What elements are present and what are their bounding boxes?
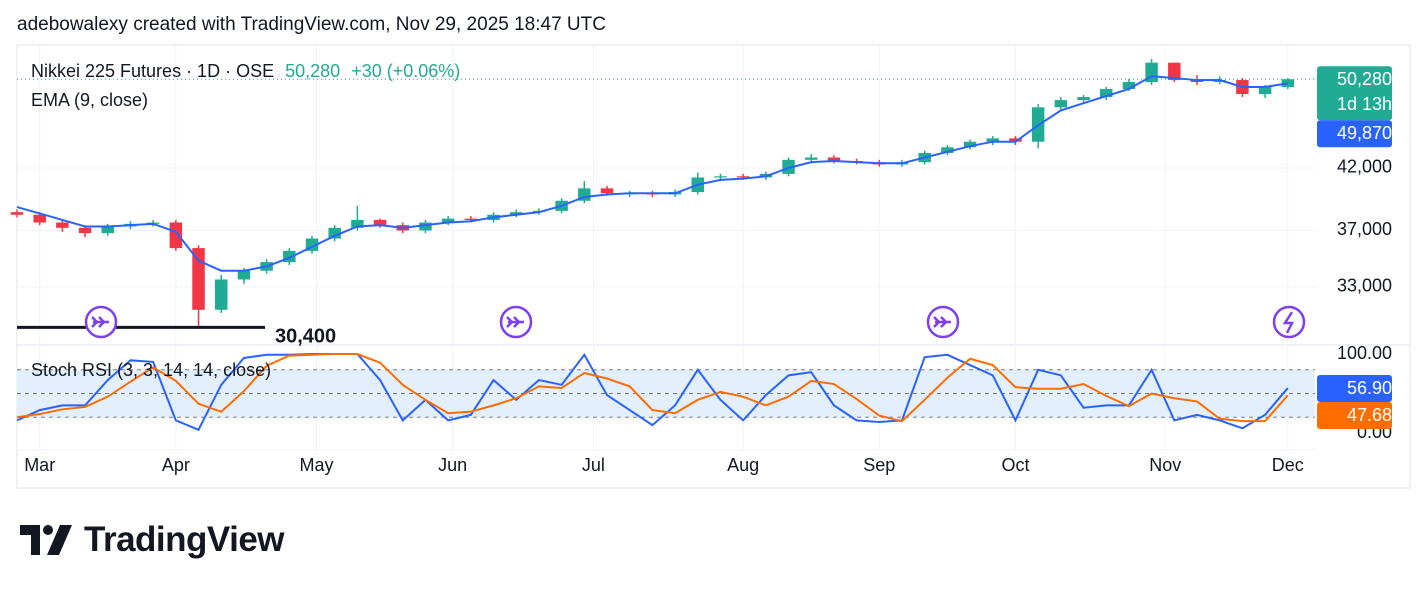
candle-body [736, 176, 750, 178]
footer: TradingView [20, 520, 285, 560]
candle-body [986, 138, 1000, 142]
x-tick-label: Mar [24, 455, 55, 475]
candle-body [827, 157, 841, 161]
candle-body [1009, 138, 1022, 142]
legend-title: Nikkei 225 Futures · 1D · OSE [31, 61, 275, 81]
candle-body [192, 248, 205, 310]
candle-body [1054, 100, 1068, 108]
candle-body [101, 226, 115, 234]
event-icon[interactable] [84, 305, 118, 339]
event-icon[interactable] [499, 305, 533, 339]
candle-body [10, 212, 24, 215]
event-icon[interactable] [1272, 305, 1306, 339]
price-tag-label: 47.68 [1347, 405, 1392, 425]
legend-main: Nikkei 225 Futures · 1D · OSE 50,280 +30… [31, 61, 466, 82]
stoch-line [16, 353, 1289, 423]
candle-body [1281, 79, 1295, 87]
x-tick-label: May [300, 455, 334, 475]
price-tag-label: 56.90 [1347, 378, 1392, 398]
candle-body [509, 212, 523, 215]
candle-body [78, 227, 92, 234]
price-tag [1317, 375, 1392, 403]
low-label: 30,400 [275, 326, 336, 348]
ema-line [16, 75, 1288, 272]
candle-body [237, 270, 251, 280]
candle-body [419, 222, 432, 231]
x-tick-label: Jul [582, 455, 605, 475]
candle-body [1099, 88, 1113, 98]
header: adebowalexy created with TradingView.com… [17, 14, 606, 35]
candle-body [804, 157, 818, 160]
event-icons [84, 305, 1306, 339]
candle-body [464, 218, 478, 220]
candle-body [214, 279, 228, 310]
x-tick-label: Aug [727, 455, 759, 475]
candle-body [441, 218, 455, 223]
price-tag-label: 50,280 [1337, 69, 1392, 89]
marks: 30,400 [10, 58, 1315, 432]
candle-body [283, 250, 296, 263]
price-tag [1317, 402, 1392, 430]
chart-frame [16, 44, 1411, 489]
y-tick-label: 33,000 [1337, 276, 1392, 296]
legend-stoch: Stoch RSI (3, 3, 14, 14, close) [31, 360, 272, 380]
price-tag [1317, 120, 1392, 148]
x-tick-label: Sep [863, 455, 895, 475]
candle-body [1077, 97, 1090, 101]
candle-body [600, 188, 614, 194]
y-tick-label: 37,000 [1337, 219, 1392, 239]
candle-body [328, 227, 341, 239]
candle-body [56, 222, 69, 228]
candle-body [941, 147, 954, 153]
x-tick-label: Jun [438, 455, 467, 475]
brand-text: TradingView [84, 520, 285, 559]
candle-body [351, 219, 364, 228]
candle-body [1122, 82, 1136, 89]
candle-body [963, 141, 977, 148]
legend-price: 50,280 [285, 61, 341, 81]
y-tick-label: 100.00 [1337, 343, 1392, 363]
candle-body [782, 159, 795, 174]
brand-logo [20, 525, 72, 555]
x-tick-label: Apr [162, 455, 190, 475]
candle-body [1168, 62, 1181, 81]
price-tag-sub: 1d 13h [1337, 94, 1392, 114]
y-tick-label: 42,000 [1337, 157, 1392, 177]
x-tick-label: Dec [1272, 455, 1304, 475]
tags: 50,280 1d 13h 49,870 56.90 47.68 [1317, 66, 1392, 430]
price-tag [1317, 66, 1392, 121]
x-tick-label: Oct [1001, 455, 1029, 475]
event-icon[interactable] [926, 305, 960, 339]
legend-ema: EMA (9, close) [31, 90, 149, 110]
legend-change: +30 (+0.06%) [351, 61, 461, 81]
price-tag-label: 49,870 [1337, 123, 1392, 143]
candle-body [169, 222, 183, 249]
candle-body [714, 176, 727, 178]
candle-body [373, 219, 387, 226]
stoch-line [16, 352, 1289, 432]
x-tick-label: Nov [1149, 455, 1181, 475]
candle-body [33, 214, 46, 223]
candle-body [1258, 86, 1272, 95]
